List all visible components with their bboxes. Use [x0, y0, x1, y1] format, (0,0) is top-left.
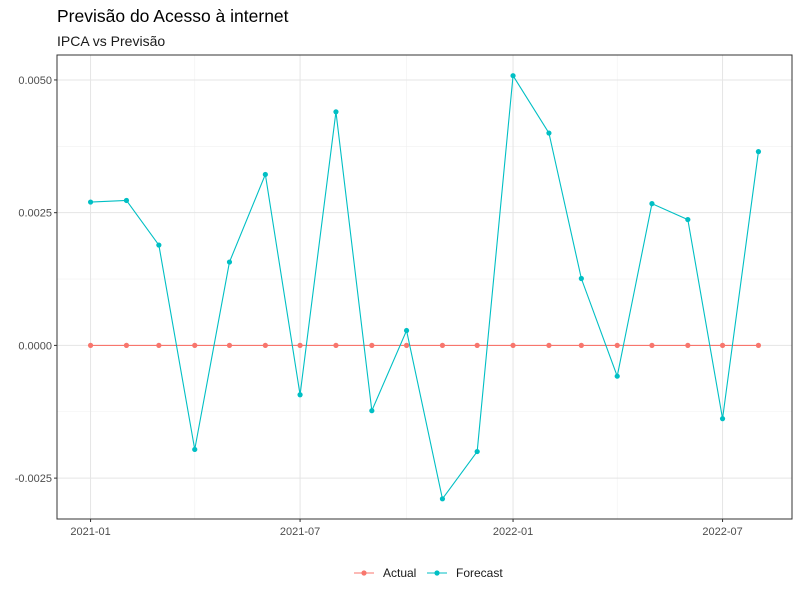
actual-point: [123, 342, 130, 348]
forecast-point: [156, 242, 162, 248]
forecast-point: [474, 448, 480, 455]
forecast-point: [369, 408, 375, 414]
actual-point: [192, 342, 198, 348]
forecast-point: [685, 216, 691, 223]
forecast-point: [614, 373, 620, 379]
y-tick-label: 0.0050: [18, 75, 52, 87]
actual-point: [403, 342, 410, 348]
chart-subtitle: IPCA vs Previsão: [57, 33, 166, 49]
actual-point: [439, 342, 446, 348]
actual-point: [226, 342, 233, 348]
actual-point: [719, 342, 726, 348]
y-tick-label: 0.0000: [18, 340, 52, 352]
actual-point: [578, 342, 584, 348]
forecast-point: [87, 199, 94, 205]
forecast-point: [262, 171, 268, 178]
x-tick-label: 2022-01: [493, 526, 533, 538]
actual-point: [614, 342, 620, 348]
forecast-point: [226, 259, 233, 265]
forecast-point: [510, 73, 516, 79]
chart-title: Previsão do Acesso à internet: [57, 6, 289, 26]
legend-label-forecast: Forecast: [456, 566, 503, 580]
forecast-point: [719, 416, 726, 422]
legend-key-point-forecast: [434, 570, 440, 576]
forecast-point: [192, 446, 198, 453]
forecast-point: [578, 275, 584, 282]
y-tick-label: -0.0025: [15, 473, 52, 485]
x-tick-label: 2021-01: [70, 526, 110, 538]
actual-point: [546, 342, 552, 348]
grid: [57, 55, 792, 519]
series-actual: [87, 342, 762, 348]
actual-point: [262, 342, 268, 348]
actual-point: [474, 342, 480, 348]
actual-point: [685, 342, 691, 348]
forecast-point: [123, 197, 130, 204]
actual-point: [755, 342, 762, 348]
series-forecast: [87, 73, 762, 502]
y-tick-label: 0.0025: [18, 208, 52, 220]
plot-panel: [56, 54, 793, 520]
forecast-point: [546, 130, 552, 136]
forecast-line: [90, 74, 759, 501]
actual-point: [87, 342, 94, 348]
forecast-point: [333, 109, 339, 115]
forecast-point: [649, 201, 655, 207]
forecast-point: [439, 496, 446, 502]
legend-key-point-actual: [361, 570, 367, 576]
actual-point: [510, 342, 516, 348]
forecast-point: [755, 149, 762, 155]
forecast-point: [297, 392, 303, 398]
actual-point: [649, 342, 655, 348]
x-tick-label: 2021-07: [280, 526, 320, 538]
legend-label-actual: Actual: [383, 566, 416, 580]
legend: Actual Forecast: [354, 566, 503, 580]
actual-point: [333, 342, 339, 348]
forecast-point: [403, 327, 410, 334]
actual-point: [369, 342, 375, 348]
actual-point: [297, 342, 303, 348]
actual-point: [156, 342, 162, 348]
x-tick-label: 2022-07: [702, 526, 742, 538]
